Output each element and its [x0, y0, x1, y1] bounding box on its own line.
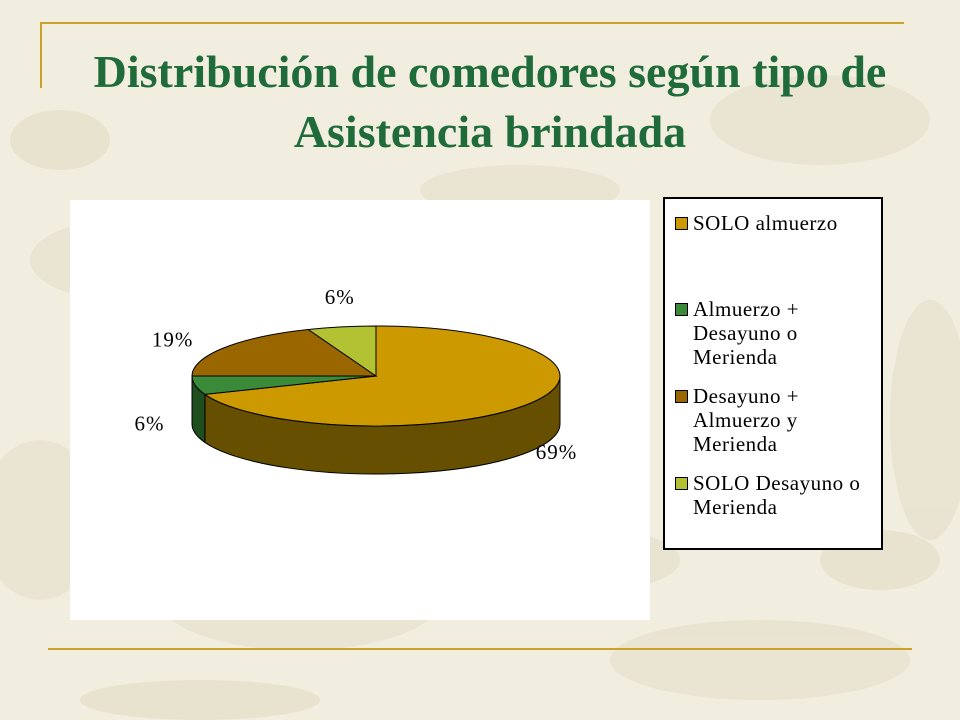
data-label-desayuno-almuerzo-y-merienda: 19%: [152, 327, 194, 351]
legend-swatch: [675, 303, 688, 316]
data-label-almuerzo-desayuno-o-merienda: 6%: [135, 411, 165, 435]
legend-item-solo-almuerzo: SOLO almuerzo: [675, 211, 885, 235]
pie-slices: [191, 325, 561, 427]
legend-swatch: [675, 390, 688, 403]
chart-legend: SOLO almuerzo Almuerzo + Desayuno o Meri…: [663, 197, 883, 550]
legend-item-solo-desayuno: SOLO Desayuno o Merienda: [675, 471, 885, 519]
data-label-solo-almuerzo: 69%: [536, 440, 578, 464]
data-label-solo-desayuno-o-merienda: 6%: [325, 285, 355, 309]
pie-slice-desayuno-almuerzo-y-merienda: [191, 328, 378, 377]
pie-slice-solo-almuerzo: [203, 325, 561, 427]
legend-label: Almuerzo + Desayuno o Merienda: [693, 297, 800, 369]
legend-swatch: [675, 217, 688, 230]
pie-slice-solo-desayuno-o-merienda: [306, 325, 377, 377]
legend-item-almuerzo-desayuno: Almuerzo + Desayuno o Merienda: [675, 297, 885, 369]
left-rule: [40, 22, 42, 88]
slide-title: Distribución de comedores según tipo de …: [93, 46, 887, 157]
legend-swatch: [675, 477, 688, 490]
pie-data-labels: 69% 6% 19% 6%: [135, 285, 578, 464]
legend-item-desayuno-almuerzo: Desayuno + Almuerzo y Merienda: [675, 384, 885, 456]
legend-label: SOLO almuerzo: [693, 211, 838, 235]
bottom-rule: [48, 648, 912, 650]
top-rule: [40, 22, 904, 24]
legend-label: SOLO Desayuno o Merienda: [693, 471, 861, 519]
legend-label: Desayuno + Almuerzo y Merienda: [693, 384, 800, 456]
